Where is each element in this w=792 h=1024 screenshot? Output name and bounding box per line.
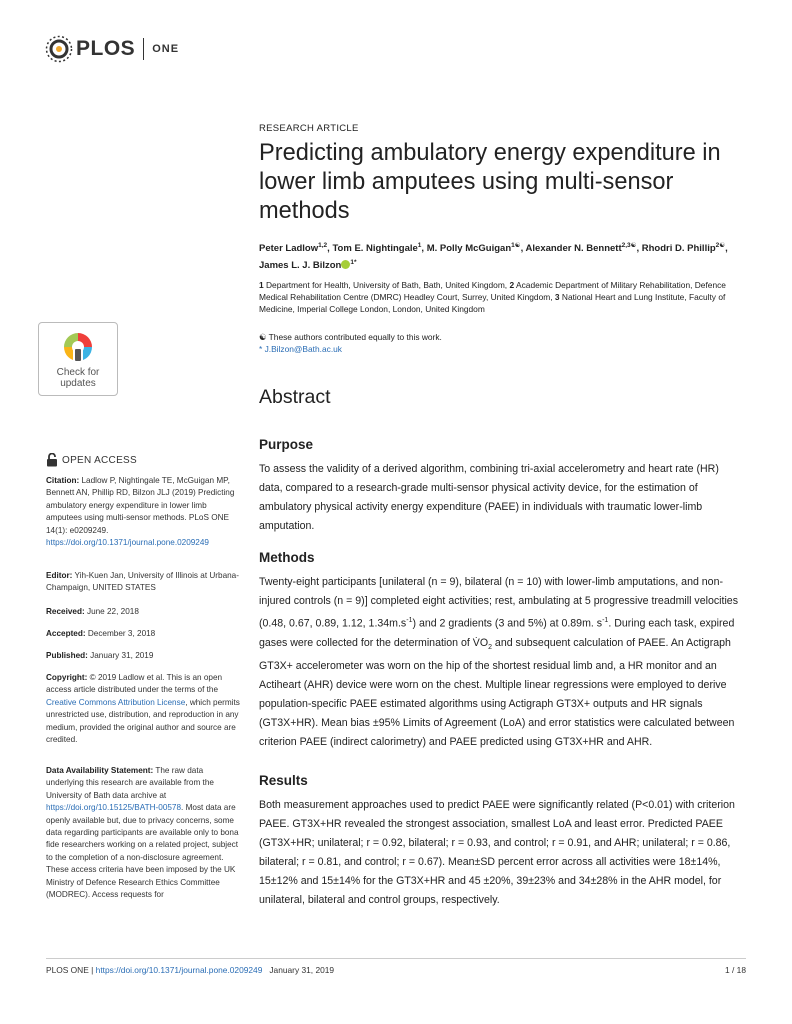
citation-text: Ladlow P, Nightingale TE, McGuigan MP, B…	[46, 476, 235, 535]
author[interactable]: Rhodri D. Phillip2☯	[641, 242, 726, 255]
results-text: Both measurement approaches used to pred…	[259, 799, 735, 906]
affiliations: 1 Department for Health, University of B…	[259, 280, 726, 315]
plos-logo-mark-icon	[45, 35, 73, 63]
contribution-notes: ☯ These authors contributed equally to t…	[259, 331, 739, 355]
cc-license-link[interactable]: Creative Commons Attribution License	[46, 697, 186, 707]
check-for-updates-badge[interactable]: Check for updates	[38, 322, 118, 396]
copyright-block: Copyright: © 2019 Ladlow et al. This is …	[46, 672, 242, 746]
author[interactable]: Alexander N. Bennett2,3☯	[525, 242, 637, 255]
methods-text: Twenty-eight participants [unilateral (n…	[259, 576, 738, 748]
footer-separator: |	[91, 965, 94, 975]
abstract-heading: Abstract	[259, 386, 331, 408]
affiliation: Academic Department of Military Rehabili…	[259, 280, 726, 303]
accepted-label: Accepted:	[46, 629, 86, 638]
citation-doi-link[interactable]: https://doi.org/10.1371/journal.pone.020…	[46, 538, 209, 548]
purpose-heading: Purpose	[259, 437, 314, 452]
badge-line1: Check for	[56, 367, 100, 378]
data-availability-text: The raw data underlying this research ar…	[46, 766, 214, 800]
copyright-label: Copyright:	[46, 673, 88, 682]
affiliation: National Heart and Lung Institute, Facul…	[259, 292, 726, 315]
published-date: January 31, 2019	[90, 651, 154, 660]
received-block: Received: June 22, 2018	[46, 606, 242, 618]
copyright-text: © 2019 Ladlow et al. This is an open acc…	[46, 673, 223, 695]
equal-contribution-note: ☯ These authors contributed equally to t…	[259, 332, 442, 342]
accepted-date: December 3, 2018	[87, 629, 156, 638]
author-list: Peter Ladlow1,2, Tom E. Nightingale1, M.…	[259, 242, 728, 272]
plos-logo[interactable]: PLOS ONE	[44, 34, 179, 64]
data-availability-block: Data Availability Statement: The raw dat…	[46, 765, 242, 901]
results-heading: Results	[259, 773, 308, 788]
badge-label: Check for updates	[57, 367, 100, 389]
copyright-text-2: , which permits unrestricted use, distri…	[46, 697, 240, 745]
editor-block: Editor: Yih-Kuen Jan, University of Illi…	[46, 570, 242, 595]
purpose-text: To assess the validity of a derived algo…	[259, 463, 719, 532]
footer-citation: PLOS ONE | https://doi.org/10.1371/journ…	[46, 965, 334, 975]
editor-text: Yih-Kuen Jan, University of Illinois at …	[46, 571, 239, 593]
footer-doi-link[interactable]: https://doi.org/10.1371/journal.pone.020…	[95, 965, 263, 975]
footer-divider	[46, 958, 746, 959]
author[interactable]: Peter Ladlow1,2	[259, 242, 328, 255]
open-access-label: OPEN ACCESS	[62, 454, 137, 466]
author[interactable]: James L. J. Bilzon 1*	[259, 259, 357, 272]
data-archive-link[interactable]: https://doi.org/10.15125/BATH-00578	[46, 803, 182, 813]
footer-date: January 31, 2019	[269, 965, 335, 975]
affiliation: Department for Health, University of Bat…	[266, 280, 508, 290]
accepted-block: Accepted: December 3, 2018	[46, 628, 242, 640]
citation-label: Citation:	[46, 476, 80, 485]
page-number: 1 / 18	[725, 965, 746, 975]
logo-divider	[143, 38, 145, 60]
footer-journal: PLOS ONE	[46, 965, 89, 975]
citation-block: Citation: Ladlow P, Nightingale TE, McGu…	[46, 475, 242, 549]
author[interactable]: Tom E. Nightingale1	[332, 242, 422, 255]
open-lock-icon	[47, 453, 57, 467]
author[interactable]: M. Polly McGuigan1☯	[426, 242, 521, 255]
open-access: OPEN ACCESS	[46, 453, 137, 467]
crossmark-icon	[64, 333, 92, 362]
article-title: Predicting ambulatory energy expenditure…	[259, 140, 721, 224]
methods-heading: Methods	[259, 550, 315, 565]
editor-label: Editor:	[46, 571, 73, 580]
corresponding-email-link[interactable]: * J.Bilzon@Bath.ac.uk	[259, 344, 342, 355]
article-type: RESEARCH ARTICLE	[259, 123, 359, 134]
logo-text: PLOS	[76, 37, 136, 60]
data-availability-text-2: . Most data are openly available but, du…	[46, 803, 239, 900]
badge-line2: updates	[60, 378, 96, 389]
journal-name: ONE	[152, 43, 180, 55]
received-label: Received:	[46, 607, 85, 616]
published-label: Published:	[46, 651, 88, 660]
data-availability-label: Data Availability Statement:	[46, 766, 154, 775]
orcid-icon[interactable]	[341, 260, 351, 270]
published-block: Published: January 31, 2019	[46, 650, 242, 662]
received-date: June 22, 2018	[86, 607, 139, 616]
